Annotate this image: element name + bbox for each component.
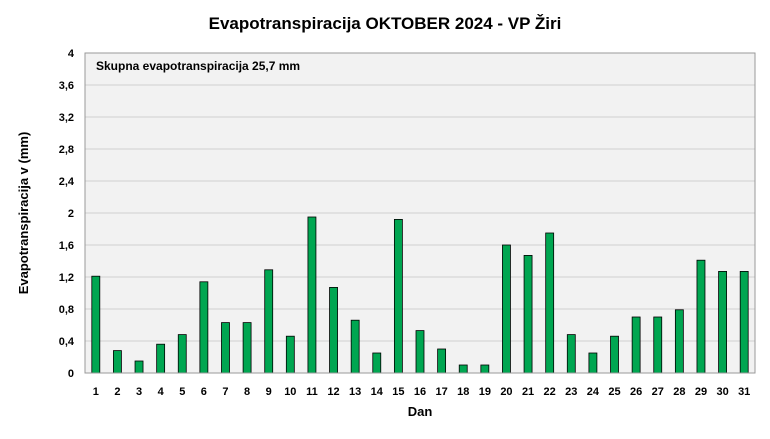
bar-day-23: [566, 334, 576, 374]
x-tick-label: 11: [306, 386, 318, 398]
x-tick-label: 26: [630, 386, 642, 398]
x-tick-label: 25: [608, 386, 620, 398]
y-tick-label: 0: [68, 368, 74, 380]
bar-day-7: [221, 322, 230, 374]
x-tick-label: 12: [327, 386, 339, 398]
bar-day-25: [610, 335, 619, 374]
bar-day-8: [242, 322, 252, 374]
bar-day-3: [134, 360, 144, 374]
x-tick-label: 14: [371, 386, 384, 398]
bar-day-6: [199, 281, 209, 374]
x-tick-label: 13: [349, 386, 361, 398]
x-tick-label: 28: [673, 386, 685, 398]
bar-day-16: [415, 330, 425, 374]
y-tick-label: 4: [68, 48, 75, 60]
y-tick-label: 3,6: [59, 80, 74, 92]
x-tick-label: 7: [222, 386, 228, 398]
bar-day-4: [156, 343, 166, 374]
x-tick-label: 22: [544, 386, 556, 398]
chart-title: Evapotranspiracija OKTOBER 2024 - VP Žir…: [209, 14, 562, 33]
x-tick-label: 27: [652, 386, 664, 398]
bar-day-31: [739, 270, 749, 374]
bar-day-9: [264, 269, 274, 374]
x-tick-label: 15: [392, 386, 404, 398]
bar-day-10: [285, 335, 295, 374]
y-tick-label: 1,6: [59, 240, 74, 252]
bar-day-5: [177, 334, 187, 374]
bar-day-18: [458, 364, 468, 374]
x-axis-label: Dan: [408, 404, 433, 419]
bar-day-21: [523, 254, 533, 374]
y-tick-label: 2,8: [59, 144, 74, 156]
x-tick-label: 10: [284, 386, 296, 398]
x-tick-label: 31: [738, 386, 750, 398]
x-tick-label: 19: [479, 386, 491, 398]
y-tick-label: 3,2: [59, 112, 74, 124]
x-tick-label: 23: [565, 386, 577, 398]
y-axis-label: Evapotranspiracija v (mm): [16, 132, 31, 295]
bar-day-24: [588, 352, 598, 374]
bar-day-30: [718, 270, 727, 374]
y-tick-label: 2: [68, 208, 74, 220]
bar-day-26: [631, 316, 641, 374]
total-annotation: Skupna evapotranspiracija 25,7 mm: [96, 59, 300, 73]
bar-day-13: [350, 319, 360, 374]
bar-day-19: [480, 364, 490, 374]
x-tick-label: 9: [266, 386, 272, 398]
x-tick-label: 8: [244, 386, 250, 398]
bar-day-20: [502, 244, 511, 374]
bar-day-15: [393, 218, 403, 374]
x-tick-label: 17: [435, 386, 447, 398]
x-tick-label: 5: [179, 386, 185, 398]
x-tick-label: 4: [158, 386, 165, 398]
bar-day-17: [437, 348, 447, 374]
bar-day-1: [91, 275, 101, 374]
bar-day-27: [653, 316, 663, 374]
x-tick-label: 6: [201, 386, 207, 398]
x-tick-label: 1: [93, 386, 99, 398]
bar-day-29: [696, 259, 706, 374]
x-tick-label: 21: [522, 386, 534, 398]
x-tick-label: 2: [114, 386, 120, 398]
y-tick-label: 0,4: [59, 336, 75, 348]
y-tick-label: 2,4: [59, 176, 75, 188]
x-tick-label: 3: [136, 386, 142, 398]
x-tick-label: 24: [587, 386, 600, 398]
x-tick-label: 20: [500, 386, 512, 398]
plot-frame: [84, 52, 756, 374]
bar-day-12: [329, 286, 338, 374]
bar-day-14: [372, 352, 382, 374]
bar-day-2: [113, 350, 122, 374]
bar-day-11: [307, 216, 317, 374]
x-tick-label: 29: [695, 386, 707, 398]
y-tick-label: 1,2: [59, 272, 74, 284]
bar-day-22: [545, 232, 555, 374]
x-tick-label: 30: [716, 386, 728, 398]
bar-day-28: [674, 309, 684, 374]
x-tick-label: 18: [457, 386, 469, 398]
y-tick-label: 0,8: [59, 304, 74, 316]
x-tick-label: 16: [414, 386, 426, 398]
